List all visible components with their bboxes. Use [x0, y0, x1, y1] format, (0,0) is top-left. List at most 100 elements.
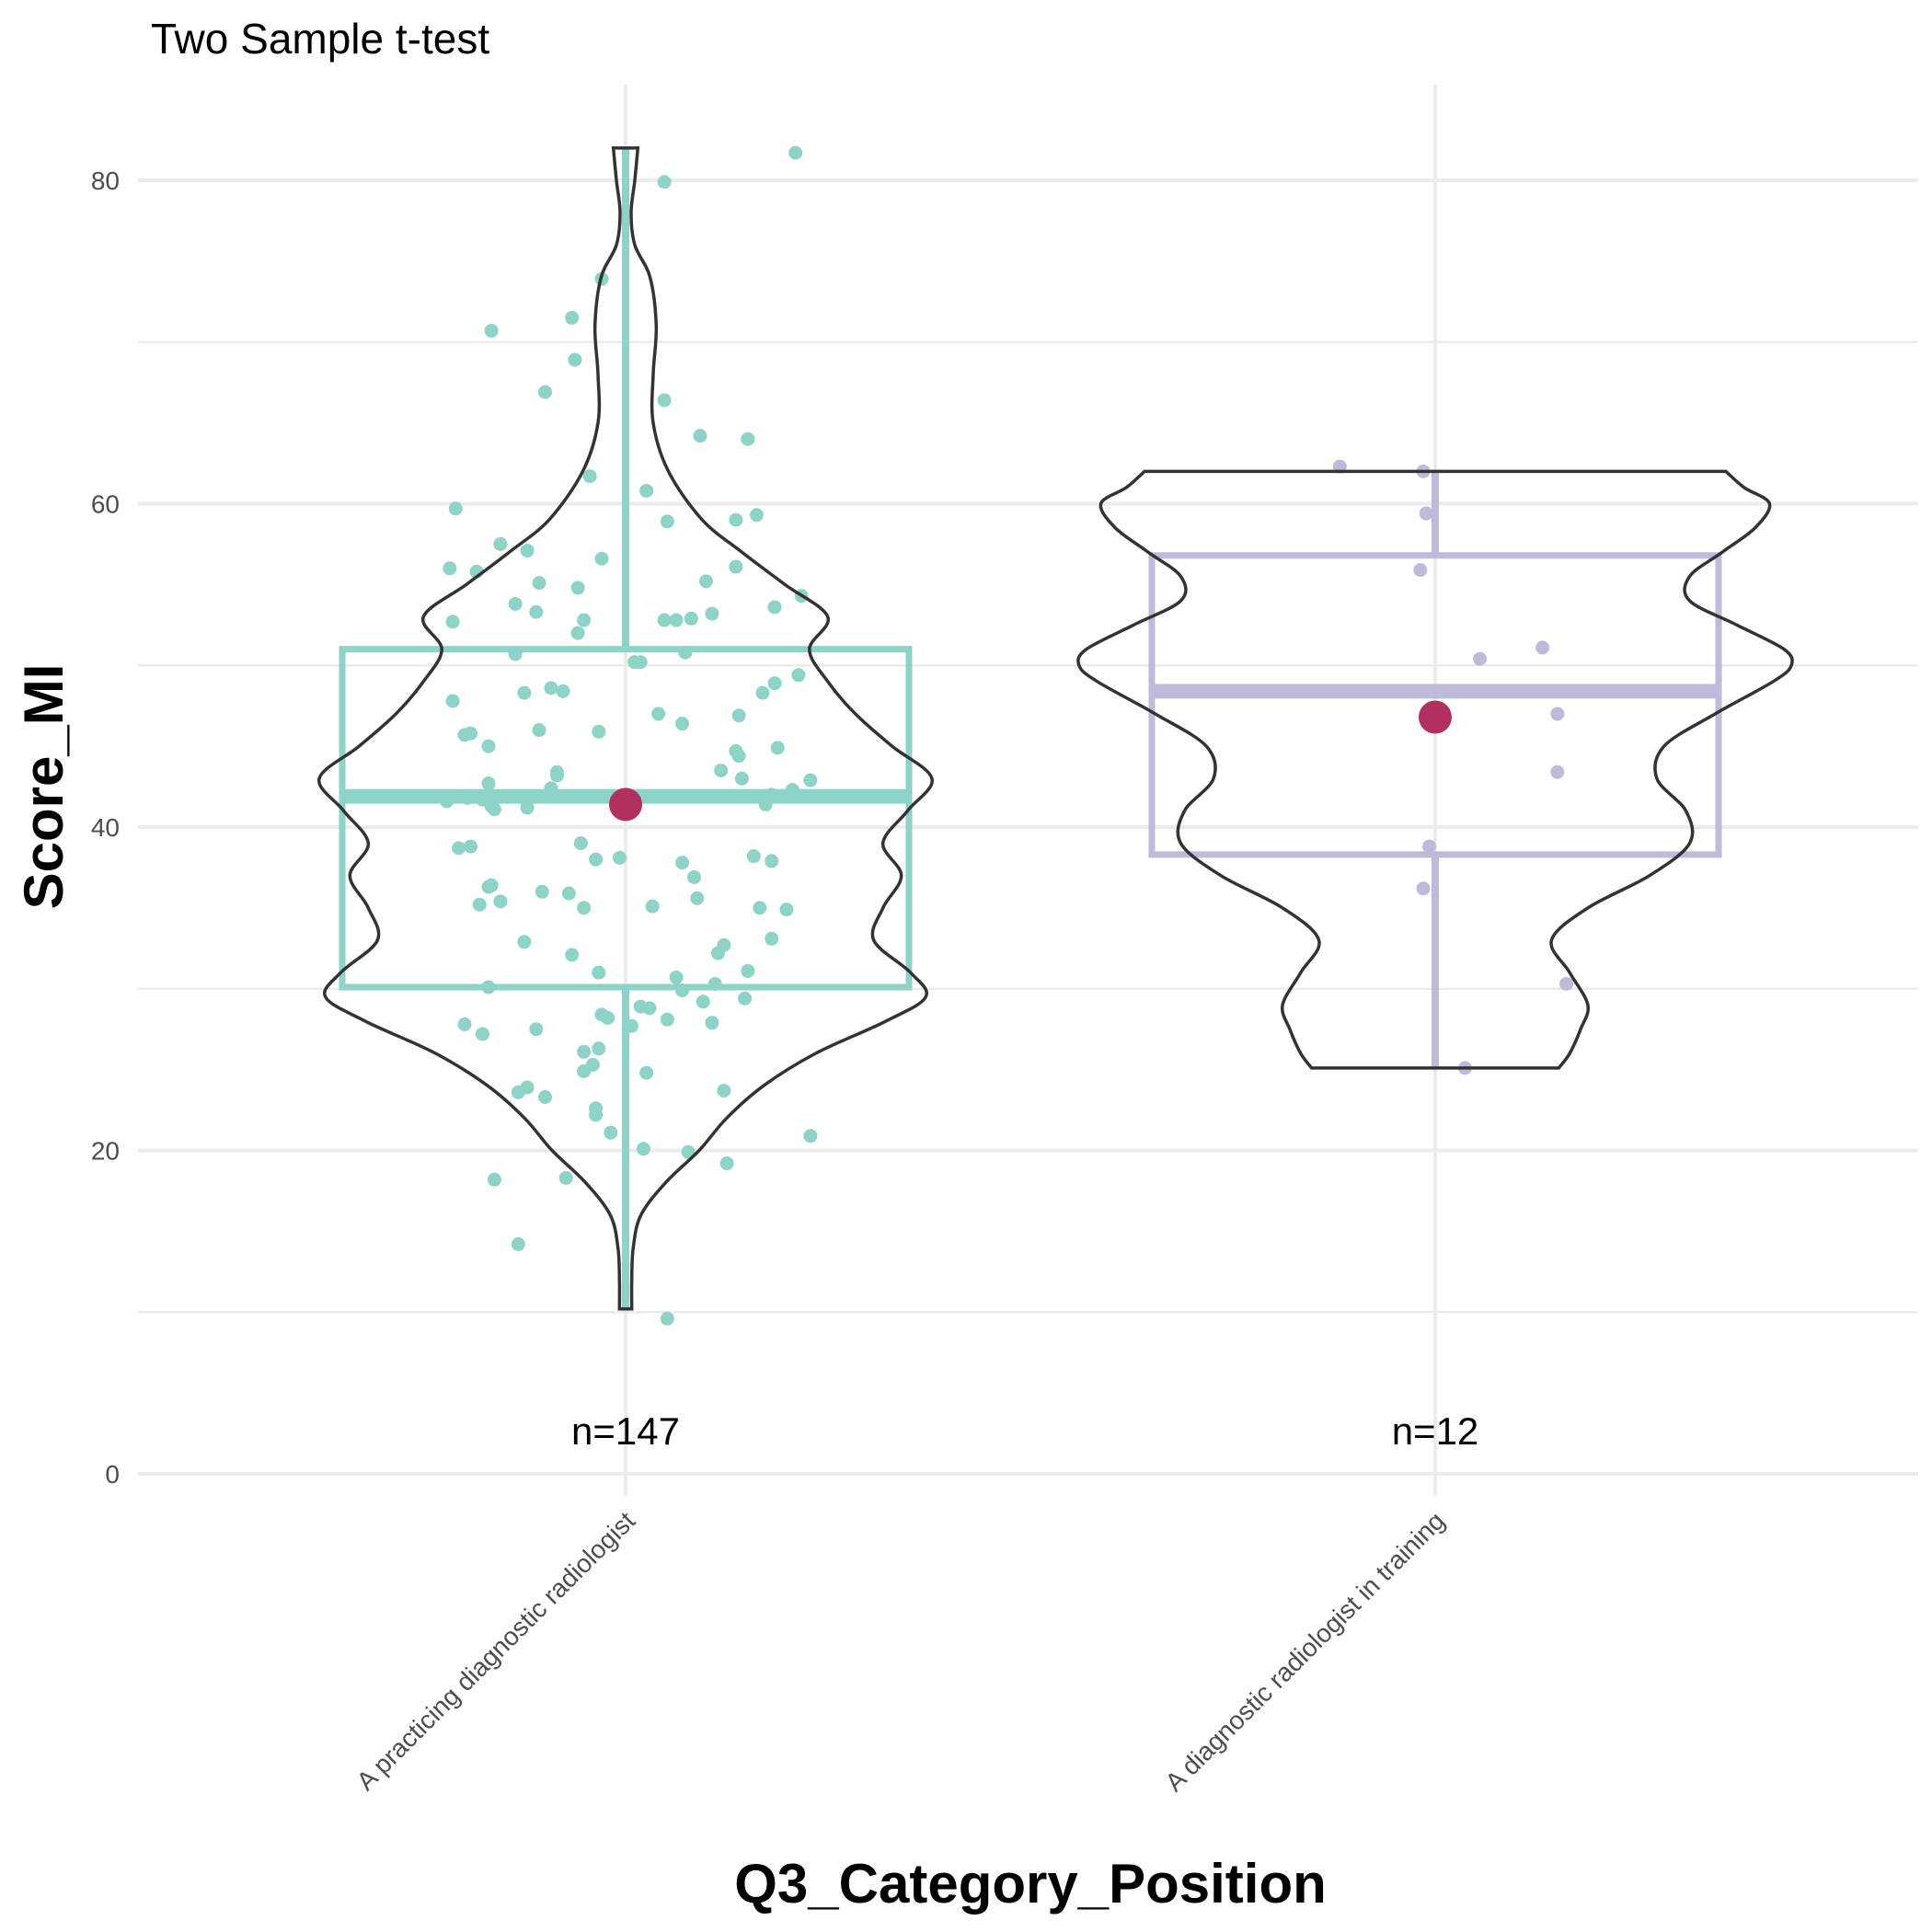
data-point: [452, 841, 466, 856]
y-tick-label: 0: [105, 1460, 120, 1489]
data-point: [738, 991, 753, 1006]
violin-outline: [317, 146, 934, 1311]
data-point: [520, 800, 535, 815]
data-point: [669, 613, 684, 627]
data-point: [443, 561, 457, 576]
data-point: [577, 1064, 592, 1078]
data-point: [481, 980, 496, 995]
mean-point: [1419, 700, 1452, 734]
data-point: [592, 1041, 606, 1056]
data-point: [1550, 765, 1565, 779]
data-point: [696, 995, 710, 1009]
data-point: [636, 1142, 650, 1156]
box-iqr: [339, 646, 913, 991]
data-point: [767, 600, 782, 615]
x-axis-title: Q3_Category_Position: [734, 1853, 1327, 1915]
data-point: [779, 903, 794, 917]
data-point: [570, 581, 585, 595]
data-point: [731, 708, 746, 723]
data-point: [767, 676, 782, 691]
data-point: [750, 508, 765, 523]
data-point: [675, 983, 690, 998]
data-point: [758, 797, 773, 811]
data-point: [529, 1022, 544, 1037]
violin-outline: [1076, 469, 1794, 1070]
data-point: [1416, 881, 1431, 896]
data-point: [604, 1125, 618, 1140]
data-point: [729, 512, 743, 527]
data-point: [589, 852, 604, 867]
data-point: [440, 794, 454, 809]
data-point: [642, 1001, 657, 1016]
data-point: [445, 694, 460, 708]
x-tick-label: A diagnostic radiologist in training: [1159, 1506, 1450, 1797]
data-point: [561, 886, 576, 901]
data-point: [448, 501, 463, 516]
data-point: [520, 543, 535, 558]
data-point: [508, 647, 523, 661]
data-point: [741, 963, 755, 978]
data-point: [577, 1044, 592, 1059]
data-point: [741, 431, 755, 446]
data-point: [457, 1017, 472, 1031]
data-point: [565, 310, 580, 325]
data-point: [529, 604, 544, 619]
data-point: [493, 536, 508, 551]
data-point: [791, 668, 806, 683]
data-point: [573, 836, 588, 851]
data-point: [693, 429, 707, 443]
data-point: [484, 323, 499, 338]
mean-point: [609, 788, 642, 822]
data-point: [1473, 651, 1488, 666]
data-point: [1413, 563, 1428, 578]
data-point: [705, 606, 719, 621]
data-point: [765, 854, 779, 868]
data-point: [657, 393, 672, 408]
data-point: [660, 514, 674, 529]
data-point: [788, 145, 803, 160]
data-point: [639, 1065, 654, 1080]
data-point: [558, 1170, 573, 1185]
data-point: [707, 976, 722, 991]
data-point: [710, 946, 725, 960]
data-point: [589, 1108, 604, 1122]
data-point: [1419, 506, 1433, 521]
data-point: [549, 768, 564, 783]
data-point: [601, 1010, 615, 1025]
data-point: [660, 1012, 674, 1027]
chart-title: Two Sample t-test: [151, 15, 489, 63]
data-point: [556, 684, 570, 698]
data-point: [669, 970, 684, 984]
data-point: [582, 469, 597, 484]
data-point: [731, 749, 746, 764]
data-point: [481, 776, 496, 791]
data-point: [594, 551, 609, 566]
data-point: [460, 790, 475, 805]
data-point: [457, 728, 472, 742]
y-axis-ticks: 0 20 40 60 80: [91, 167, 120, 1489]
data-point: [511, 1236, 525, 1251]
data-point: [538, 385, 553, 399]
data-point: [481, 880, 496, 894]
data-point: [681, 1144, 696, 1159]
x-axis-labels: A practicing diagnostic radiologist A dia…: [351, 1506, 1451, 1797]
data-point: [472, 897, 487, 912]
data-point: [544, 781, 558, 796]
data-point: [517, 685, 532, 700]
data-point: [746, 849, 761, 864]
y-axis-title: Score_MI: [13, 664, 75, 910]
data-point: [734, 771, 749, 786]
n-label: n=147: [571, 1409, 680, 1453]
data-point: [487, 1172, 501, 1187]
data-point: [508, 596, 523, 611]
data-point: [753, 901, 767, 915]
group-1: n=147: [317, 145, 934, 1453]
data-point: [592, 724, 606, 739]
group-2: n=12: [1076, 459, 1794, 1453]
data-point: [698, 574, 713, 589]
data-point: [785, 783, 799, 798]
data-point: [538, 1090, 553, 1105]
data-point: [714, 763, 729, 777]
